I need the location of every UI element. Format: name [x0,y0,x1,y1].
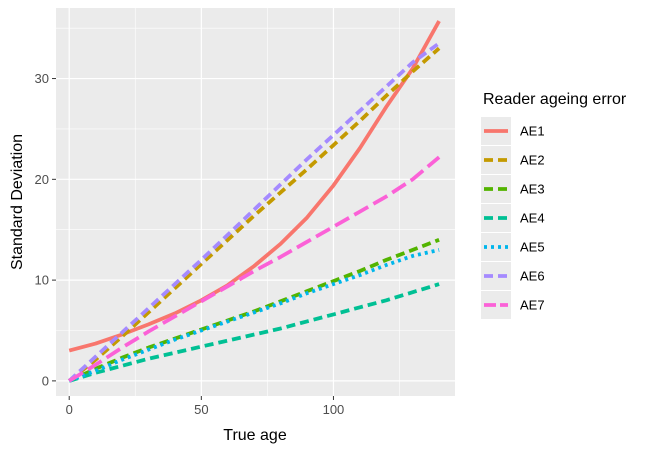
legend-label-ae6: AE6 [520,269,545,284]
series-layer [67,20,441,383]
series-line-ae7 [68,155,441,383]
grid-major [56,8,455,396]
y-tick-label: 10 [35,273,49,288]
legend-label-ae7: AE7 [520,298,545,313]
y-axis: 0 10 20 30 [35,71,56,388]
x-tick-label: 0 [66,402,73,417]
series-line-ae4 [68,282,440,383]
x-axis-title: True age [223,427,287,444]
series-line-ae6 [67,41,441,383]
x-axis: 0 50 100 [66,396,345,417]
y-tick-label: 0 [42,373,49,388]
x-tick-label: 50 [194,402,208,417]
x-tick-label: 100 [323,402,345,417]
legend-title: Reader ageing error [483,91,627,108]
legend-label-ae5: AE5 [520,240,545,255]
series-line-ae1 [68,20,441,353]
y-axis-title: Standard Deviation [9,134,26,270]
legend-label-ae1: AE1 [520,124,545,139]
series-line-ae5 [68,248,440,383]
legend-label-ae2: AE2 [520,153,545,168]
legend: Reader ageing error AE1 AE2 AE3 AE4 AE5 AE6 AE… [481,91,627,319]
y-tick-label: 30 [35,71,49,86]
series-line-ae2 [68,46,441,383]
legend-label-ae3: AE3 [520,182,545,197]
legend-label-ae4: AE4 [520,211,545,226]
y-tick-label: 20 [35,172,49,187]
